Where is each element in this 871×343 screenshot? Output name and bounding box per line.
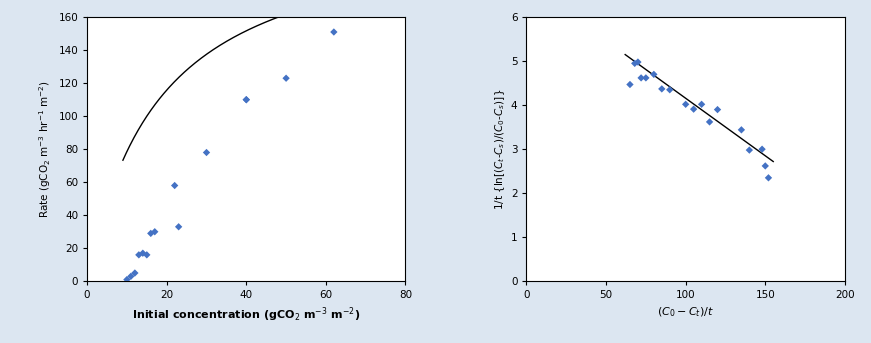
Point [663,87,677,93]
Point [695,102,709,107]
X-axis label: $(C_0-C_t)/t$: $(C_0-C_t)/t$ [658,306,714,319]
Point [199,150,213,155]
Point [279,75,293,81]
Point [631,59,645,65]
Point [628,61,642,66]
Point [148,229,162,235]
Point [136,250,150,256]
Point [327,29,341,35]
Point [734,127,748,133]
Point [634,75,648,81]
Point [623,82,637,87]
Point [240,97,253,103]
Point [120,277,134,282]
Point [755,146,769,152]
Point [742,147,756,153]
Point [144,230,158,236]
Point [759,163,773,169]
Point [168,183,182,188]
Point [172,224,186,229]
Point [679,102,692,107]
Point [655,86,669,92]
Point [124,274,138,279]
Point [686,106,700,112]
Point [703,119,717,125]
Y-axis label: 1/t {ln[($C_t$-$C_s$)/($C_0$-$C_s$)]}: 1/t {ln[($C_t$-$C_s$)/($C_0$-$C_s$)]} [493,88,507,210]
Point [639,75,653,81]
Point [128,270,142,276]
Point [647,72,661,77]
X-axis label: Initial concentration (gCO$_2$ m$^{-3}$ m$^{-2}$): Initial concentration (gCO$_2$ m$^{-3}$ … [132,306,361,324]
Point [140,252,154,258]
Point [711,107,725,113]
Y-axis label: Rate (gCO$_2$ m$^{-3}$ hr$^{-1}$ m$^{-2}$): Rate (gCO$_2$ m$^{-3}$ hr$^{-1}$ m$^{-2}… [37,80,53,218]
Point [761,175,775,180]
Point [132,252,145,258]
Point [240,97,253,103]
